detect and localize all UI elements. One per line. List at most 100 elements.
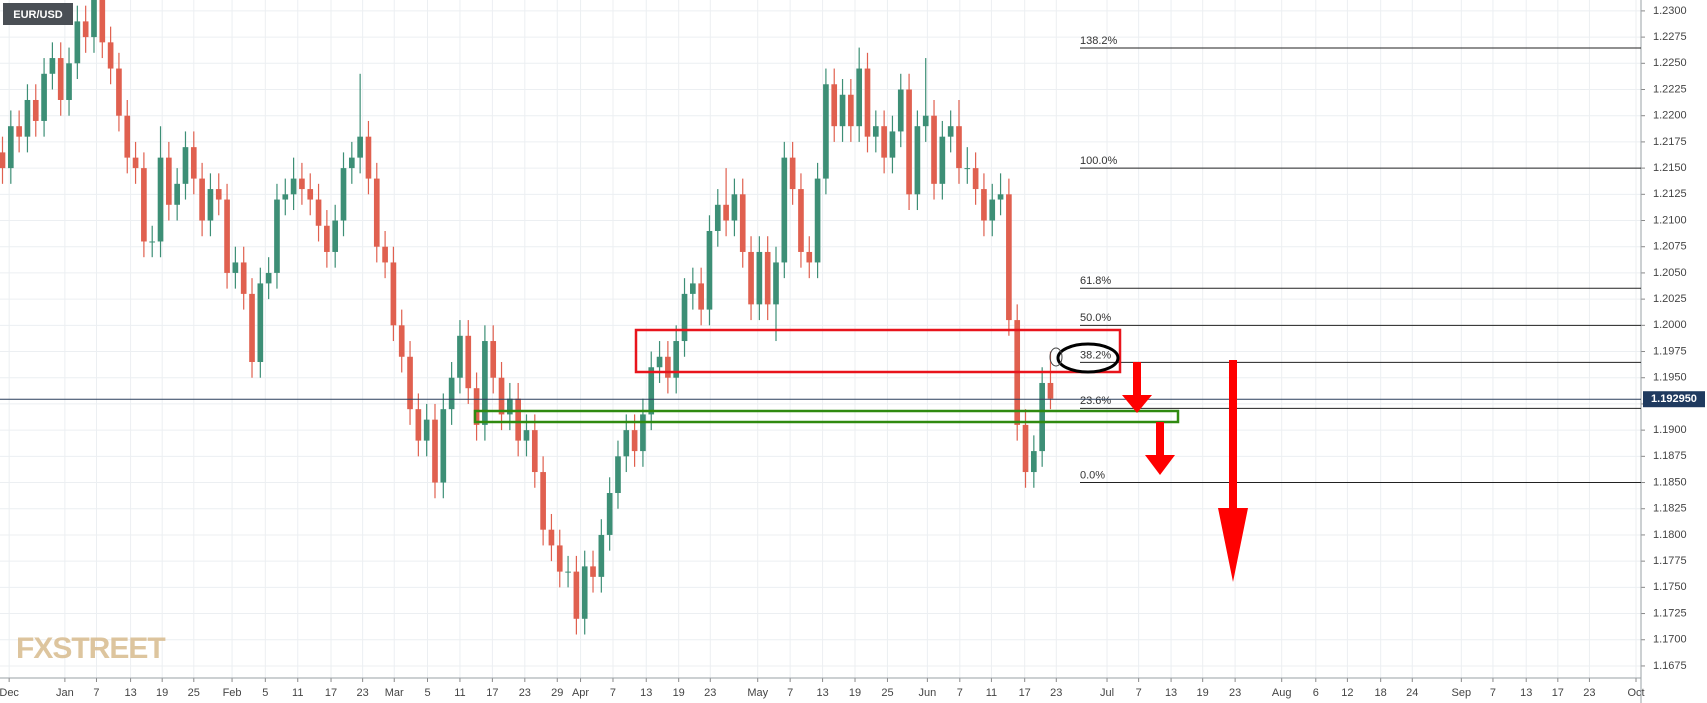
y-tick-label: 1.1800: [1653, 529, 1687, 541]
arrow-down: [1145, 422, 1175, 475]
x-tick-label: 17: [1552, 687, 1564, 699]
candle-body: [199, 178, 205, 221]
candle-body: [149, 241, 156, 243]
fib-label: 50.0%: [1080, 312, 1111, 324]
candle-body: [673, 341, 680, 378]
y-tick-label: 1.2225: [1653, 83, 1687, 95]
candle-body: [215, 189, 222, 200]
arrow-down: [1122, 362, 1152, 413]
candle-body: [981, 189, 987, 221]
y-tick-label: 1.2125: [1653, 188, 1687, 200]
candle-body: [947, 126, 954, 137]
x-tick-label: 18: [1375, 687, 1387, 699]
candle-highlight: [1049, 347, 1063, 367]
fib-label: 100.0%: [1080, 155, 1118, 167]
level-highlight: [1056, 342, 1120, 374]
candle-body: [1031, 451, 1037, 473]
watermark: FXSTREET: [16, 632, 165, 665]
candle-body: [282, 194, 289, 200]
candle-body: [939, 136, 946, 184]
candle-body: [166, 157, 172, 205]
candle-body: [565, 571, 571, 573]
y-tick-label: 1.2300: [1653, 5, 1687, 17]
x-tick-label: Apr: [572, 687, 589, 699]
x-tick-label: 25: [881, 687, 893, 699]
candle-body: [74, 21, 81, 64]
x-tick-label: 19: [673, 687, 685, 699]
x-tick-label: 12: [1341, 687, 1353, 699]
y-tick-label: 1.1725: [1653, 607, 1687, 619]
candle-body: [423, 419, 430, 441]
last-price-label: 1.192950: [1651, 393, 1697, 405]
x-tick-label: Mar: [385, 687, 404, 699]
candle-body: [931, 115, 937, 184]
candle-body: [856, 68, 863, 127]
candle-body: [615, 456, 621, 494]
candle-body: [515, 398, 521, 441]
candle-body: [407, 356, 413, 410]
candle-body: [956, 126, 962, 169]
candle-body: [972, 168, 979, 190]
candle-body: [781, 157, 788, 263]
candle-body: [432, 419, 438, 483]
chart-title: EUR/USD: [13, 9, 63, 21]
candle-body: [848, 94, 854, 127]
candle-body: [174, 183, 180, 205]
x-tick-label: 13: [1165, 687, 1177, 699]
y-tick-label: 1.1950: [1653, 372, 1687, 384]
candle-body: [789, 157, 796, 190]
candle-body: [1047, 382, 1054, 399]
candle-body: [132, 157, 139, 169]
overlay: EUR/USD 1.192950: [3, 3, 1705, 408]
x-tick-label: 13: [124, 687, 136, 699]
candle-body: [507, 398, 513, 415]
candle-body: [82, 21, 89, 38]
y-tick-label: 1.2075: [1653, 241, 1687, 253]
candle-body: [382, 246, 388, 263]
y-tick-label: 1.2250: [1653, 57, 1687, 69]
fib-label: 61.8%: [1080, 275, 1111, 287]
candle-body: [290, 178, 297, 195]
candle-body: [889, 131, 896, 158]
fib-label: 0.0%: [1080, 469, 1105, 481]
candle-body: [714, 204, 721, 231]
candle-body: [914, 126, 921, 195]
candle-body: [706, 230, 713, 310]
x-tick-label: 7: [610, 687, 616, 699]
x-tick-label: Oct: [1627, 687, 1644, 699]
resistance-zone: [634, 328, 1122, 374]
candle-body: [232, 262, 239, 273]
candle-body: [814, 178, 821, 263]
candle-body: [698, 283, 704, 310]
candle-body: [332, 220, 339, 252]
candle-body: [773, 262, 779, 305]
candle-body: [340, 168, 347, 221]
y-tick-label: 1.2025: [1653, 293, 1687, 305]
candle-body: [57, 58, 64, 100]
candle-body: [756, 251, 763, 305]
candle-body: [798, 189, 804, 252]
x-tick-label: 13: [1520, 687, 1532, 699]
candle-body: [531, 430, 538, 473]
y-tick-label: 1.2150: [1653, 162, 1687, 174]
candle-body: [457, 335, 463, 378]
candle-body: [365, 136, 372, 179]
y-tick-label: 1.1700: [1653, 634, 1687, 646]
x-tick-label: 7: [787, 687, 793, 699]
y-tick-label: 1.1750: [1653, 581, 1687, 593]
candle-body: [731, 194, 738, 221]
candle-body: [16, 126, 22, 137]
candle-body: [739, 194, 746, 252]
x-tick-label: 5: [424, 687, 430, 699]
candle-body: [265, 272, 272, 284]
candle-body: [307, 189, 314, 200]
candle-body: [1022, 424, 1029, 473]
x-tick-label: Jan: [56, 687, 74, 699]
x-tick-label: 29: [551, 687, 563, 699]
candle-body: [897, 89, 904, 132]
candle-body: [182, 147, 189, 184]
candle-body: [648, 367, 655, 415]
